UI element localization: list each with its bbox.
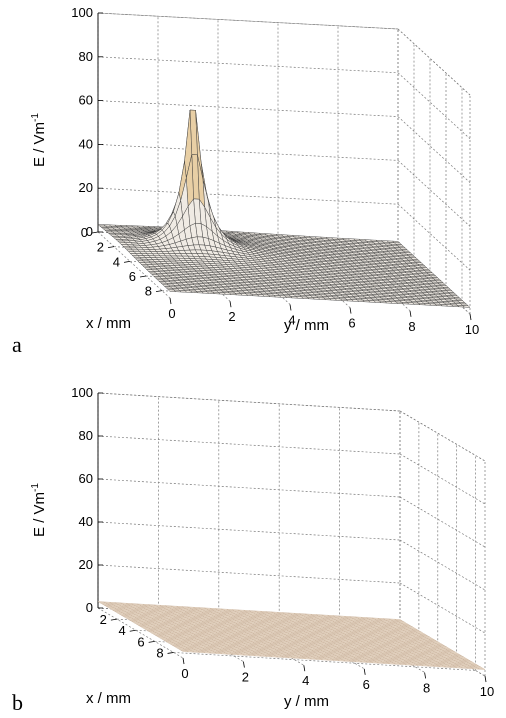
x-tick-mark: [155, 290, 163, 293]
grid-line: [397, 116, 471, 183]
grid-line: [97, 435, 401, 455]
x-tick-mark: [139, 275, 147, 278]
grid-line: [399, 582, 486, 634]
grid-line: [97, 231, 171, 299]
y-tick-mark: [484, 675, 487, 683]
x-tick-mark: [110, 618, 117, 621]
x-tick-label: 2: [97, 240, 104, 255]
grid-line: [97, 144, 399, 161]
z-tick-label: 60: [79, 93, 93, 108]
z-tick-label: 20: [79, 180, 93, 195]
x-tick-label: 4: [119, 623, 126, 638]
panel-label: a: [12, 332, 22, 357]
z-axis-label: E / Vm-1: [30, 113, 48, 167]
x-tick-label: 8: [156, 645, 163, 660]
x-tick-label: 6: [137, 634, 144, 649]
y-tick-mark: [409, 310, 412, 317]
y-tick-label: 10: [480, 684, 494, 699]
box-top-edge: [399, 410, 486, 462]
grid-line: [97, 187, 399, 205]
surface-mesh: [97, 109, 471, 308]
y-axis-label: y / mm: [284, 693, 329, 710]
z-tick-label: 80: [79, 49, 93, 64]
y-tick-mark: [243, 661, 245, 668]
z-tick-label: 0: [86, 600, 93, 615]
grid-line: [173, 652, 476, 671]
x-tick-label: 4: [113, 254, 120, 269]
x-tick-mark: [91, 231, 99, 234]
box-top-edge: [397, 28, 471, 96]
z-tick-label: 40: [79, 136, 93, 151]
y-tick-label: 10: [465, 322, 479, 337]
z-tick-label: 0: [86, 224, 93, 239]
y-tick-mark: [349, 307, 352, 314]
y-tick-label: 4: [302, 673, 309, 688]
y-tick-mark: [289, 304, 292, 311]
surface-cell: [167, 289, 177, 292]
y-tick-label: 4: [288, 312, 295, 327]
grid-line: [97, 521, 401, 541]
y-tick-mark: [303, 665, 306, 672]
y-tick-label: 8: [408, 319, 415, 334]
x-tick-label: 6: [129, 269, 136, 284]
y-axis-label: y / mm: [284, 317, 329, 334]
y-tick-label: 6: [348, 316, 355, 331]
grid-line: [97, 564, 401, 584]
grid-line: [397, 203, 471, 271]
y-tick-label: 0: [181, 666, 188, 681]
z-ticks: 0 20 40 60 80 100: [71, 5, 103, 239]
grid-line: [399, 453, 486, 505]
grid-line: [399, 539, 486, 591]
x-tick-mark: [129, 629, 136, 632]
panel-label: b: [12, 690, 23, 715]
y-tick-mark: [229, 301, 232, 308]
y-tick-label: 6: [363, 677, 370, 692]
y-tick-label: 8: [423, 680, 430, 695]
grid-line: [97, 100, 399, 117]
x-tick-mark: [107, 246, 115, 249]
z-tick-label: 40: [79, 514, 93, 529]
z-tick-label: 100: [71, 5, 93, 20]
z-tick-label: 80: [79, 428, 93, 443]
grid-line: [397, 160, 471, 227]
x-tick-mark: [167, 652, 174, 654]
box-top-edge: [97, 392, 401, 412]
grid-line: [97, 392, 401, 412]
y-tick-label: 2: [228, 309, 235, 324]
surface-mesh: [97, 601, 486, 670]
y-tick-mark: [363, 668, 366, 675]
grid-line: [97, 478, 401, 498]
x-tick-mark: [123, 260, 131, 263]
z-axis-label: E / Vm-1: [30, 483, 48, 537]
grid-line: [97, 56, 399, 74]
x-tick-label: 2: [100, 612, 107, 627]
y-tick-mark: [182, 657, 185, 665]
z-tick-label: 60: [79, 471, 93, 486]
grid-line: [397, 72, 471, 140]
x-tick-mark: [148, 640, 155, 643]
y-tick-label: 2: [242, 670, 249, 685]
x-tick-label: 8: [145, 284, 152, 299]
y-tick-mark: [424, 672, 426, 679]
y-tick-label: 0: [168, 306, 175, 321]
y-tick-mark: [169, 297, 172, 305]
z-tick-label: 100: [71, 385, 93, 400]
x-tick-label: 0: [81, 225, 88, 240]
grid-line: [399, 496, 486, 548]
grid-line: [97, 607, 184, 659]
z-tick-label: 20: [79, 557, 93, 572]
y-ticks: 0 2 4 6 8 10: [168, 297, 479, 337]
y-tick-mark: [469, 313, 472, 321]
x-axis-label: x / mm: [86, 315, 131, 332]
x-axis-label: x / mm: [86, 690, 131, 707]
